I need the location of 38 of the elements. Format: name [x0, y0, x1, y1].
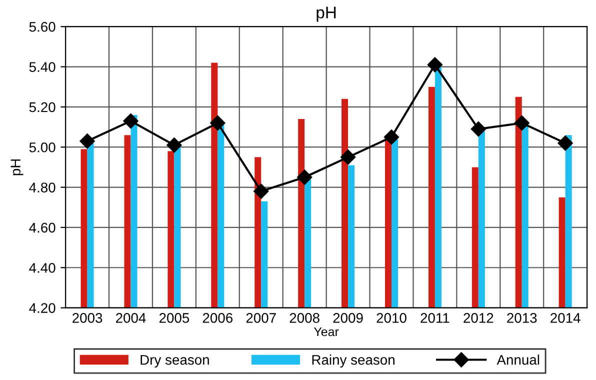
legend-label: Annual	[496, 354, 540, 365]
y-tick-label: 5.00	[29, 142, 56, 152]
y-tick-label: 5.60	[29, 22, 56, 32]
point	[340, 150, 356, 165]
point	[123, 113, 138, 129]
point	[384, 130, 400, 145]
x-axis-title: Year	[314, 327, 339, 336]
x-tick-label: 2003	[72, 313, 102, 323]
point	[254, 184, 269, 199]
point	[80, 134, 95, 149]
point	[470, 121, 486, 137]
chart-title: pH	[316, 6, 336, 22]
x-tick-label: 2005	[159, 313, 190, 323]
y-tick-label: 4.40	[29, 262, 56, 273]
x-tick-label: 2007	[246, 313, 276, 323]
y-tick-label: 4.60	[29, 222, 56, 233]
x-tick-label: 2008	[290, 313, 320, 323]
x-tick-label: 2014	[550, 313, 580, 323]
x-tick-label: 2004	[116, 313, 146, 323]
x-tick-label: 2012	[464, 313, 494, 323]
x-tick-label: 2013	[507, 313, 537, 323]
y-tick-label: 5.40	[29, 62, 56, 72]
point	[558, 136, 573, 151]
legend-label: Dry season	[140, 355, 209, 368]
x-tick-label: 2009	[333, 313, 363, 323]
point	[297, 170, 312, 185]
y-tick-label: 4.80	[29, 182, 56, 192]
point	[427, 57, 443, 72]
y-axis-title: pH	[10, 159, 24, 176]
legend-label: Rainy season	[312, 354, 394, 368]
y-tick-label: 5.20	[29, 102, 56, 112]
point	[166, 138, 182, 153]
point	[210, 115, 226, 131]
x-tick-label: 2011	[420, 313, 450, 323]
y-tick-label: 4.20	[29, 303, 56, 313]
point	[514, 115, 530, 131]
x-tick-label: 2010	[376, 313, 406, 323]
x-tick-label: 2006	[202, 313, 233, 323]
